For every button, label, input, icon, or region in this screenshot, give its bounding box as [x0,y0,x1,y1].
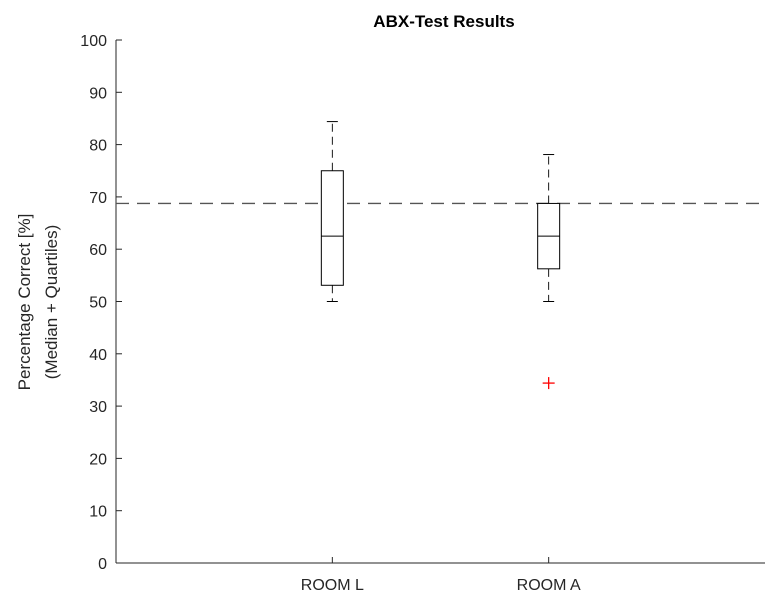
y-tick-label: 0 [98,556,107,573]
boxplot-marks [116,121,765,390]
box-room-l [320,121,344,302]
y-tick-label: 40 [89,347,107,364]
y-axis-label-line1: Percentage Correct [%] [15,214,34,391]
y-tick-label: 20 [89,451,107,468]
y-tick-label: 10 [89,504,107,521]
y-tick-label: 30 [89,399,107,416]
box-room-a [537,154,561,390]
y-tick-label: 60 [89,242,107,259]
x-tick-label: ROOM L [301,577,364,594]
box-iqr [320,170,344,286]
x-tick-label: ROOM A [517,577,581,594]
chart-title: ABX-Test Results [373,12,514,31]
y-tick-label: 80 [89,138,107,155]
y-tick-label: 90 [89,85,107,102]
y-tick-label: 70 [89,190,107,207]
y-tick-label: 100 [80,33,107,50]
y-tick-label: 50 [89,295,107,312]
y-axis-label-line2: (Median + Quartiles) [42,225,61,379]
axes-group: 0 10 20 30 40 50 60 70 80 90 100 ROOM L ROOM A [80,33,765,594]
